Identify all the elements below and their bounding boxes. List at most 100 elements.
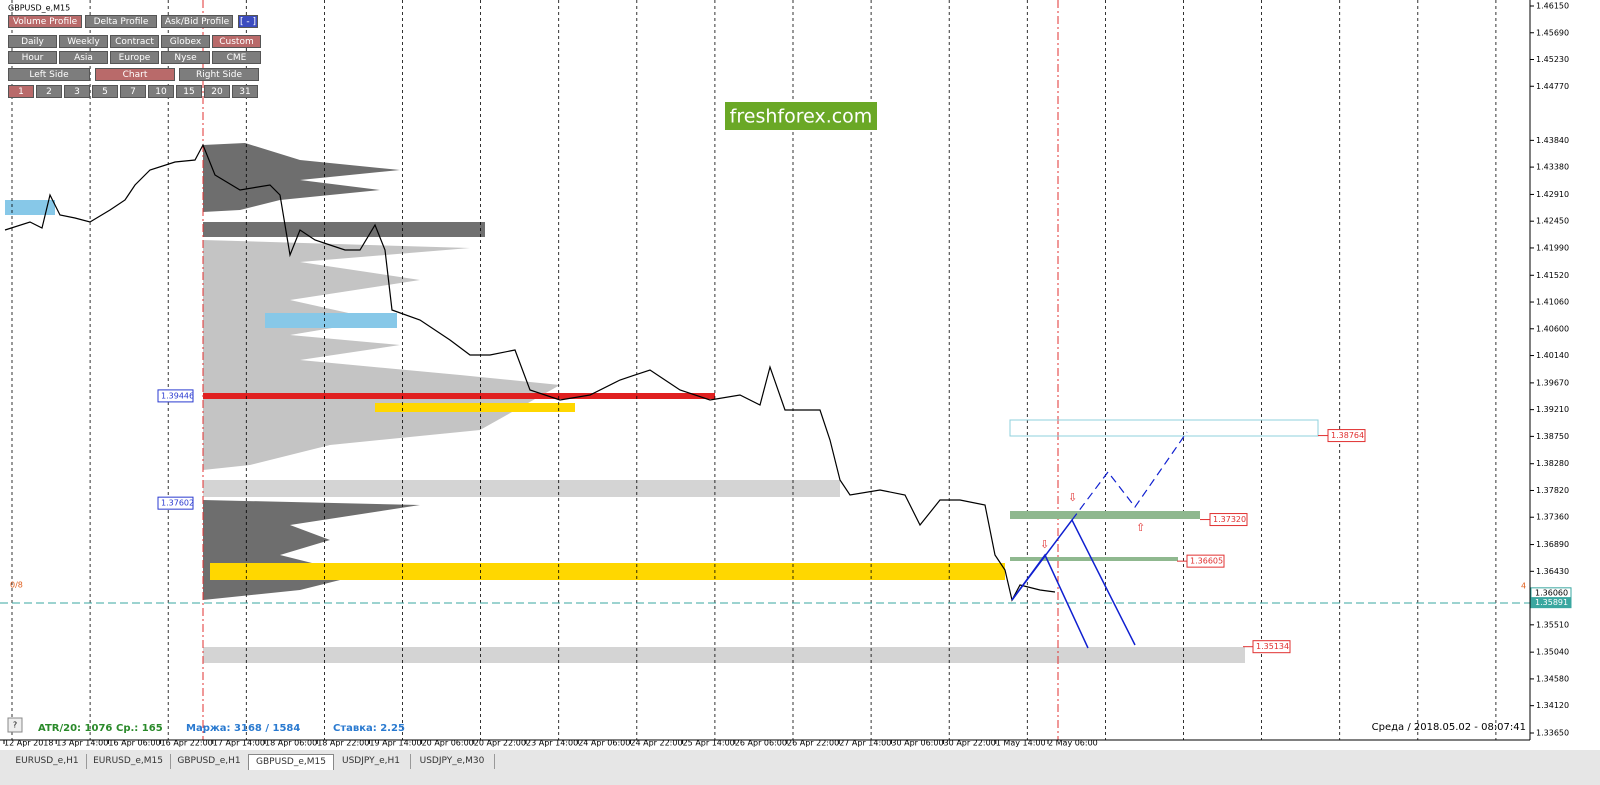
- toolbar-button[interactable]: Globex: [161, 35, 210, 48]
- price-label: 1.45690: [1536, 28, 1569, 37]
- toolbar-button[interactable]: Ask/Bid Profile: [161, 15, 233, 28]
- toolbar-button[interactable]: Weekly: [59, 35, 108, 48]
- price-line: [4, 143, 1056, 602]
- toolbar-button[interactable]: 20: [204, 85, 230, 98]
- price-label: 1.44770: [1536, 82, 1569, 91]
- arrow-down: ⇩: [1068, 491, 1077, 504]
- toolbar-button[interactable]: 3: [64, 85, 90, 98]
- toolbar-button[interactable]: 10: [148, 85, 174, 98]
- price-box-label: 1.35891: [1535, 598, 1568, 607]
- level-zone: [1010, 511, 1200, 519]
- level-box: [1327, 429, 1366, 443]
- price-label: 1.41990: [1536, 243, 1569, 252]
- arrow-up: ⇧: [1136, 521, 1145, 534]
- price-label: 1.36430: [1536, 567, 1569, 576]
- rate: Ставка: 2.25: [333, 723, 405, 734]
- price-label: 1.41520: [1536, 271, 1569, 280]
- toolbar-button[interactable]: [ - ]: [238, 15, 258, 28]
- scenario-line: [1011, 553, 1089, 649]
- symbol-tab[interactable]: GBPUSD_e,M15: [248, 754, 334, 770]
- time-label: 24 Apr 06:00: [578, 739, 630, 748]
- toolbar-button[interactable]: Nyse: [161, 51, 210, 64]
- price-label: 1.46150: [1536, 2, 1569, 11]
- clock: Среда / 2018.05.02 - 08:07:41: [1372, 722, 1526, 733]
- profile-band: [203, 480, 840, 497]
- toolbar-button[interactable]: Volume Profile: [8, 15, 82, 28]
- toolbar-button[interactable]: CME: [212, 51, 261, 64]
- symbol: GBPUSD_e,M15: [8, 4, 70, 13]
- symbol-tab[interactable]: GBPUSD_e,H1: [170, 754, 249, 769]
- price-label: 1.40600: [1536, 324, 1569, 333]
- level-box: [157, 496, 194, 510]
- price-label: 1.38280: [1536, 459, 1569, 468]
- symbol-tab[interactable]: EURUSD_e,M15: [86, 754, 171, 769]
- price-label: 1.42450: [1536, 217, 1569, 226]
- watermark: freshforex.com: [730, 106, 873, 128]
- price-label: 1.42910: [1536, 190, 1569, 199]
- price-box-label: 1.36060: [1535, 588, 1568, 597]
- toolbar-button[interactable]: 31: [232, 85, 258, 98]
- time-label: 18 Apr 06:00: [265, 739, 317, 748]
- price-label: 1.38750: [1536, 432, 1569, 441]
- price-label: 1.43380: [1536, 163, 1569, 172]
- time-label: 30 Apr 22:00: [944, 739, 996, 748]
- value-area: [5, 200, 55, 215]
- symbol-tab[interactable]: USDJPY_e,H1: [332, 754, 411, 769]
- price-label: 1.37820: [1536, 486, 1569, 495]
- level-box: [1252, 640, 1291, 654]
- price-label: 1.39210: [1536, 405, 1569, 414]
- toolbar-button[interactable]: Left Side: [8, 68, 90, 81]
- level-box: [1186, 554, 1225, 568]
- symbol-tab[interactable]: EURUSD_e,H1: [8, 754, 87, 769]
- arrow-down: ⇩: [1040, 538, 1049, 551]
- time-label: 24 Apr 22:00: [630, 739, 682, 748]
- profile-band: [203, 222, 485, 237]
- watermark-box: [725, 102, 877, 130]
- poc-line: [203, 393, 715, 399]
- toolbar-button[interactable]: Hour: [8, 51, 57, 64]
- toolbar-button[interactable]: 7: [120, 85, 146, 98]
- price-axis: [1530, 0, 1600, 740]
- level-box: [1209, 513, 1248, 527]
- price-label: 1.39670: [1536, 378, 1569, 387]
- toolbar-button[interactable]: 15: [176, 85, 202, 98]
- level-label: 1.37602: [161, 499, 194, 508]
- toolbar-button[interactable]: 2: [36, 85, 62, 98]
- margin: Маржа: 3168 / 1584: [186, 723, 300, 734]
- toolbar-button[interactable]: Daily: [8, 35, 57, 48]
- profile-dark: [203, 143, 400, 212]
- price-label: 1.35040: [1536, 648, 1569, 657]
- time-label: 2 May 06:00: [1048, 739, 1098, 748]
- time-label: 1 May 14:00: [996, 739, 1046, 748]
- help-button[interactable]: [7, 717, 23, 733]
- toolbar-button[interactable]: 1: [8, 85, 34, 98]
- level-label: 1.36605: [1190, 557, 1223, 566]
- price-label: 1.36890: [1536, 540, 1569, 549]
- help-label[interactable]: ?: [13, 721, 17, 730]
- target-zone: [1009, 419, 1319, 437]
- profile-band: [203, 647, 1245, 663]
- volume-profile: [5, 143, 1245, 663]
- time-label: 16 Apr 22:00: [161, 739, 213, 748]
- time-label: 20 Apr 22:00: [474, 739, 526, 748]
- toolbar-button[interactable]: 5: [92, 85, 118, 98]
- toolbar-button[interactable]: Right Side: [179, 68, 259, 81]
- price-box: [1530, 597, 1572, 609]
- toolbar-button[interactable]: Asia: [59, 51, 108, 64]
- profile-light: [203, 240, 560, 470]
- level-label: 1.38764: [1331, 431, 1364, 440]
- avg: Ср.: 165: [116, 723, 163, 734]
- symbol-tab[interactable]: USDJPY_e,M30: [410, 754, 495, 769]
- toolbar-button[interactable]: Chart: [95, 68, 175, 81]
- toolbar-button[interactable]: Contract: [110, 35, 159, 48]
- time-label: 13 Apr 14:00: [56, 739, 108, 748]
- value-area: [265, 313, 397, 328]
- toolbar-button[interactable]: Delta Profile: [85, 15, 157, 28]
- price-label: 1.34120: [1536, 701, 1569, 710]
- time-label: 16 Apr 06:00: [108, 739, 160, 748]
- toolbar-button[interactable]: Custom: [212, 35, 261, 48]
- poc-zone: [375, 403, 575, 412]
- toolbar-button[interactable]: Europe: [110, 51, 159, 64]
- time-label: 23 Apr 14:00: [526, 739, 578, 748]
